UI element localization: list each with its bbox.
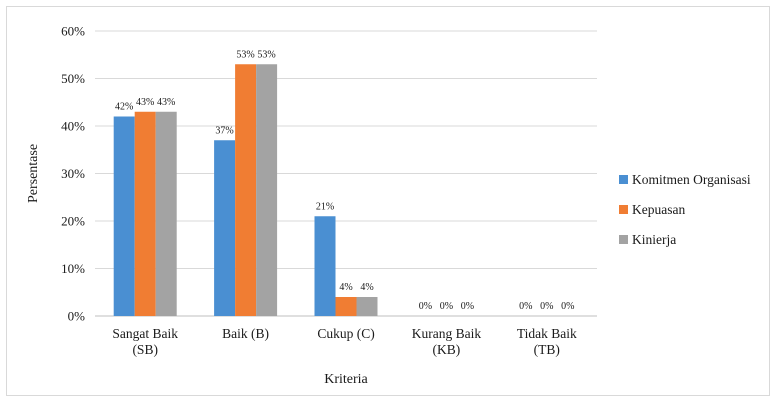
x-tick-label: Cukup (C): [317, 326, 374, 341]
chart-frame: 0% 10% 20% 30% 40% 50% 60% 42% 43% 43% Sangat Baik…: [6, 6, 770, 396]
data-label: 0%: [419, 301, 432, 312]
x-tick-label: Tidak Baik: [517, 326, 577, 341]
bar: [214, 140, 236, 316]
y-tick-label: 40%: [61, 119, 85, 134]
data-label: 0%: [519, 301, 532, 312]
y-tick-label: 60%: [61, 24, 85, 39]
legend-swatch: [619, 205, 628, 214]
data-label: 53%: [257, 49, 275, 60]
bar: [256, 64, 278, 316]
x-tick-label: (SB): [132, 342, 158, 357]
legend-swatch: [619, 175, 628, 184]
bar: [314, 216, 336, 316]
data-label: 0%: [561, 301, 574, 312]
legend-swatch: [619, 235, 628, 244]
x-tick-label: Sangat Baik: [112, 326, 178, 341]
bar: [113, 116, 135, 316]
legend-label: Kinierja: [632, 232, 676, 247]
x-tick-label: Baik (B): [222, 326, 269, 341]
x-axis-title: Kriteria: [324, 372, 368, 387]
y-tick-label: 0%: [68, 309, 86, 324]
y-tick-label: 50%: [61, 71, 85, 86]
bar: [155, 111, 177, 316]
data-label: 0%: [540, 301, 553, 312]
data-label: 37%: [215, 125, 233, 136]
bar: [356, 297, 378, 316]
data-label: 43%: [136, 97, 154, 108]
data-label: 4%: [339, 282, 352, 293]
data-label: 43%: [157, 97, 175, 108]
x-tick-label: (TB): [534, 342, 560, 357]
y-tick-label: 10%: [61, 261, 85, 276]
x-tick-label: Kurang Baik: [412, 326, 482, 341]
data-label: 53%: [236, 49, 254, 60]
legend-label: Komitmen Organisasi: [632, 172, 751, 187]
data-label: 42%: [115, 102, 133, 113]
legend-label: Kepuasan: [632, 202, 685, 217]
bar: [235, 64, 257, 316]
bar-chart: 0%10%20%30%40%50%60%42% 43% 43%Sangat Baik…: [26, 24, 751, 388]
data-label: 21%: [316, 201, 334, 212]
data-label: 0%: [461, 301, 474, 312]
y-axis-title: Persentase: [26, 144, 41, 203]
x-tick-label: (KB): [433, 342, 461, 357]
bar: [335, 297, 357, 316]
bar: [134, 111, 156, 316]
y-tick-label: 20%: [61, 214, 85, 229]
data-label: 4%: [360, 282, 373, 293]
data-label: 0%: [440, 301, 453, 312]
y-tick-label: 30%: [61, 166, 85, 181]
